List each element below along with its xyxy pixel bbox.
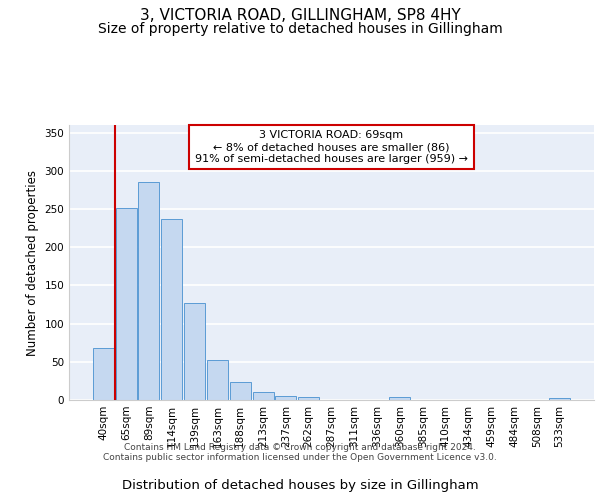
Bar <box>549 398 570 400</box>
Bar <box>116 208 137 400</box>
Bar <box>184 303 205 400</box>
Bar <box>253 392 274 400</box>
Bar <box>139 182 160 400</box>
Bar <box>275 396 296 400</box>
Text: 3 VICTORIA ROAD: 69sqm
← 8% of detached houses are smaller (86)
91% of semi-deta: 3 VICTORIA ROAD: 69sqm ← 8% of detached … <box>195 130 468 164</box>
Text: Distribution of detached houses by size in Gillingham: Distribution of detached houses by size … <box>122 480 478 492</box>
Bar <box>389 397 410 400</box>
Text: 3, VICTORIA ROAD, GILLINGHAM, SP8 4HY: 3, VICTORIA ROAD, GILLINGHAM, SP8 4HY <box>140 8 460 22</box>
Text: Size of property relative to detached houses in Gillingham: Size of property relative to detached ho… <box>98 22 502 36</box>
Bar <box>207 360 228 400</box>
Text: Contains HM Land Registry data © Crown copyright and database right 2024.
Contai: Contains HM Land Registry data © Crown c… <box>103 443 497 462</box>
Bar <box>298 397 319 400</box>
Y-axis label: Number of detached properties: Number of detached properties <box>26 170 39 356</box>
Bar <box>161 219 182 400</box>
Bar <box>230 382 251 400</box>
Bar <box>93 348 114 400</box>
